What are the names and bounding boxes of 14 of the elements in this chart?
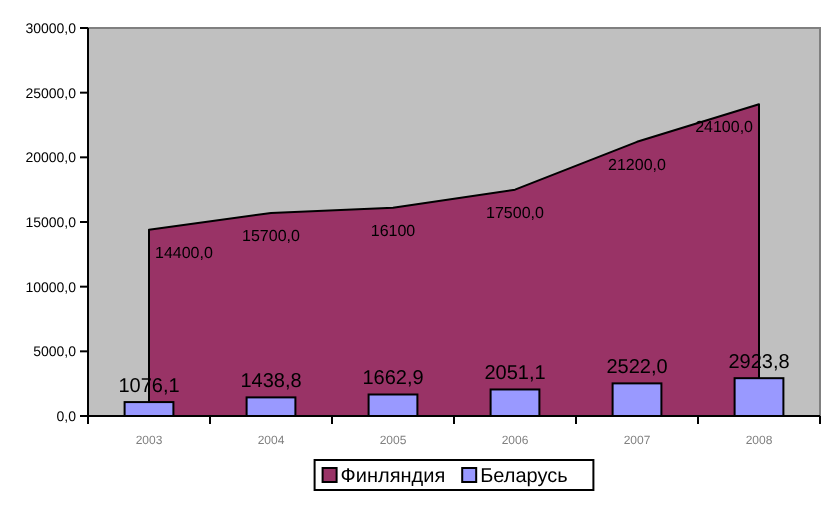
data-label: 2051,1	[484, 363, 547, 386]
data-label: 16100	[370, 221, 417, 240]
data-label: 2522,0	[606, 357, 669, 380]
legend-label: Финляндия	[340, 466, 446, 488]
data-label: 24100,0	[695, 118, 755, 137]
data-label: 2923,8	[728, 352, 791, 375]
legend-label: Беларусь	[480, 466, 568, 488]
data-label: 1076,1	[118, 376, 181, 399]
data-label: 14400,0	[155, 243, 214, 262]
data-label: 17500,0	[486, 203, 546, 222]
data-label: 21200,0	[608, 155, 668, 174]
data-label: 15700,0	[242, 226, 302, 245]
data-label: 1438,8	[240, 371, 303, 394]
data-label: 1662,9	[362, 368, 425, 391]
